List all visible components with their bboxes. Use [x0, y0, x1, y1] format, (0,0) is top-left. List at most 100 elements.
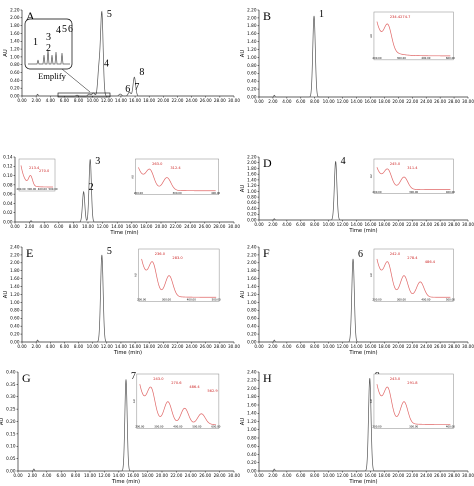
peak-label: 4: [104, 59, 109, 70]
chromatogram-trace: [15, 159, 234, 223]
panel-B: 0.00 2.00 4.00 6.00 8.00 10.00 12.00 14.00 16.00…: [240, 7, 474, 104]
y-tick-label: 2.00: [10, 15, 20, 20]
x-tick-label: 8.00: [310, 222, 320, 227]
inset-x-tick-label: 200.00: [372, 56, 381, 60]
x-tick-label: 6.00: [54, 224, 64, 229]
y-tick-label: 2.00: [10, 260, 20, 265]
x-tick-label: 20.00: [155, 224, 167, 229]
inset-x-tick-label: 300.00: [409, 190, 418, 194]
peak-label: 8: [139, 67, 144, 78]
x-tick-label: 14.00: [351, 222, 363, 227]
uv-spectrum-inset: 236.0 283.0 200.00 300.00 400.00 500.00 AU: [134, 248, 221, 302]
y-tick-label: 0.80: [247, 63, 257, 68]
y-tick-label: 1.40: [247, 39, 257, 44]
x-tick-label: 2.00: [268, 99, 278, 104]
x-tick-label: 6.00: [60, 98, 70, 103]
spectrum-peak-label: 562.9: [207, 389, 218, 393]
y-tick-label: 1.00: [247, 55, 257, 60]
x-tick-label: 22.00: [406, 99, 418, 104]
x-tick-label: 28.00: [448, 222, 460, 227]
x-tick-label: 30.00: [228, 473, 240, 478]
x-tick-label: 20.00: [392, 222, 404, 227]
y-tick-label: 2.20: [247, 252, 257, 257]
y-tick-label: 1.80: [247, 268, 257, 273]
y-tick-label: 2.20: [247, 154, 257, 159]
y-tick-label: 1.80: [10, 268, 20, 273]
inset-x-tick-label: 300.00: [397, 297, 406, 301]
x-axis-label: Time (min): [109, 230, 138, 236]
x-tick-label: 30.00: [462, 344, 474, 349]
y-tick-label: 0.25: [6, 407, 16, 412]
uv-spectrum-inset: 263.0 312.4 200.00 300.00 400.00 AU: [130, 158, 221, 195]
x-tick-label: 28.00: [214, 98, 226, 103]
inset-y-label: AU: [369, 273, 373, 277]
y-axis-label: AU: [0, 186, 2, 194]
y-axis-label: AU: [240, 185, 246, 193]
x-tick-label: 22.00: [170, 473, 182, 478]
x-tick-label: 2.00: [25, 224, 35, 229]
panel-letter: A: [26, 9, 35, 23]
spectrum-line: [139, 384, 216, 425]
chromatogram-trace: [259, 15, 468, 98]
y-tick-label: 0.12: [3, 164, 13, 169]
inset-x-tick-label: 400.00: [446, 190, 455, 194]
y-tick-label: 1.80: [247, 23, 257, 28]
inset-x-tick-label: 300.00: [397, 56, 406, 60]
y-tick-label: 0.00: [3, 219, 13, 224]
y-tick-label: 0.40: [247, 324, 257, 329]
inset-x-tick-label: 400.00: [38, 187, 47, 191]
spectrum-peak-label: 311.4: [407, 166, 418, 170]
x-tick-label: 26.00: [200, 98, 212, 103]
inset-x-tick-label: 200.00: [372, 425, 381, 429]
peak-label: 7: [131, 371, 136, 382]
zoom-peak-label: 4: [56, 25, 61, 36]
x-tick-label: 0.00: [254, 222, 264, 227]
y-tick-label: 0.40: [10, 78, 20, 83]
peak-label: 6: [125, 84, 130, 95]
x-tick-label: 24.00: [185, 473, 197, 478]
inset-x-tick-label: 400.00: [446, 425, 455, 429]
x-tick-label: 0.00: [17, 98, 27, 103]
x-tick-label: 14.00: [111, 224, 123, 229]
x-tick-label: 2.00: [268, 473, 278, 478]
x-tick-label: 8.00: [310, 344, 320, 349]
y-tick-label: 0.40: [10, 324, 20, 329]
y-tick-label: 2.20: [247, 7, 257, 12]
panel-G: 0.00 2.00 4.00 6.00 8.00 10.00 12.00 14.00 16.00…: [0, 369, 240, 485]
y-axis-label: AU: [240, 418, 246, 426]
x-tick-label: 28.00: [214, 473, 226, 478]
peak-label: 5: [107, 9, 112, 20]
x-tick-label: 26.00: [434, 344, 446, 349]
x-tick-label: 22.00: [170, 224, 182, 229]
inset-frame: [373, 248, 454, 302]
inset-y-label: AU: [369, 34, 373, 38]
x-tick-label: 16.00: [364, 99, 376, 104]
x-tick-label: 8.00: [310, 99, 320, 104]
x-tick-label: 8.00: [74, 98, 84, 103]
y-tick-label: 1.00: [247, 300, 257, 305]
inset-y-label: AU: [369, 174, 373, 178]
panel-H: 0.00 2.00 4.00 6.00 8.00 10.00 12.00 14.00 16.00…: [240, 369, 474, 485]
uv-spectrum-inset: 234.4274.7 200.00 300.00 400.00 600.00 AU: [369, 11, 455, 61]
x-tick-label: 2.00: [31, 98, 41, 103]
y-tick-label: 2.20: [247, 378, 257, 383]
x-tick-label: 28.00: [448, 344, 460, 349]
inset-frame: [18, 158, 56, 192]
inset-y-label: AU: [134, 273, 138, 277]
x-tick-label: 22.00: [406, 473, 418, 478]
x-tick-label: 14.00: [115, 344, 127, 349]
chromatogram-trace: [18, 379, 234, 472]
inset-x-tick-label: 200.00: [372, 297, 381, 301]
inset-x-tick-label: 400.00: [211, 191, 220, 195]
y-tick-label: 1.20: [247, 47, 257, 52]
spectrum-line: [138, 167, 216, 192]
x-tick-label: 10.00: [323, 99, 335, 104]
y-tick-label: 0.05: [6, 456, 16, 461]
spectrum-peak-label: 291.8: [407, 381, 418, 385]
x-tick-label: 16.00: [129, 344, 141, 349]
x-tick-label: 2.00: [268, 344, 278, 349]
y-tick-label: 0.40: [6, 369, 16, 374]
peak-label: 5: [107, 246, 112, 257]
y-tick-label: 2.00: [247, 386, 257, 391]
